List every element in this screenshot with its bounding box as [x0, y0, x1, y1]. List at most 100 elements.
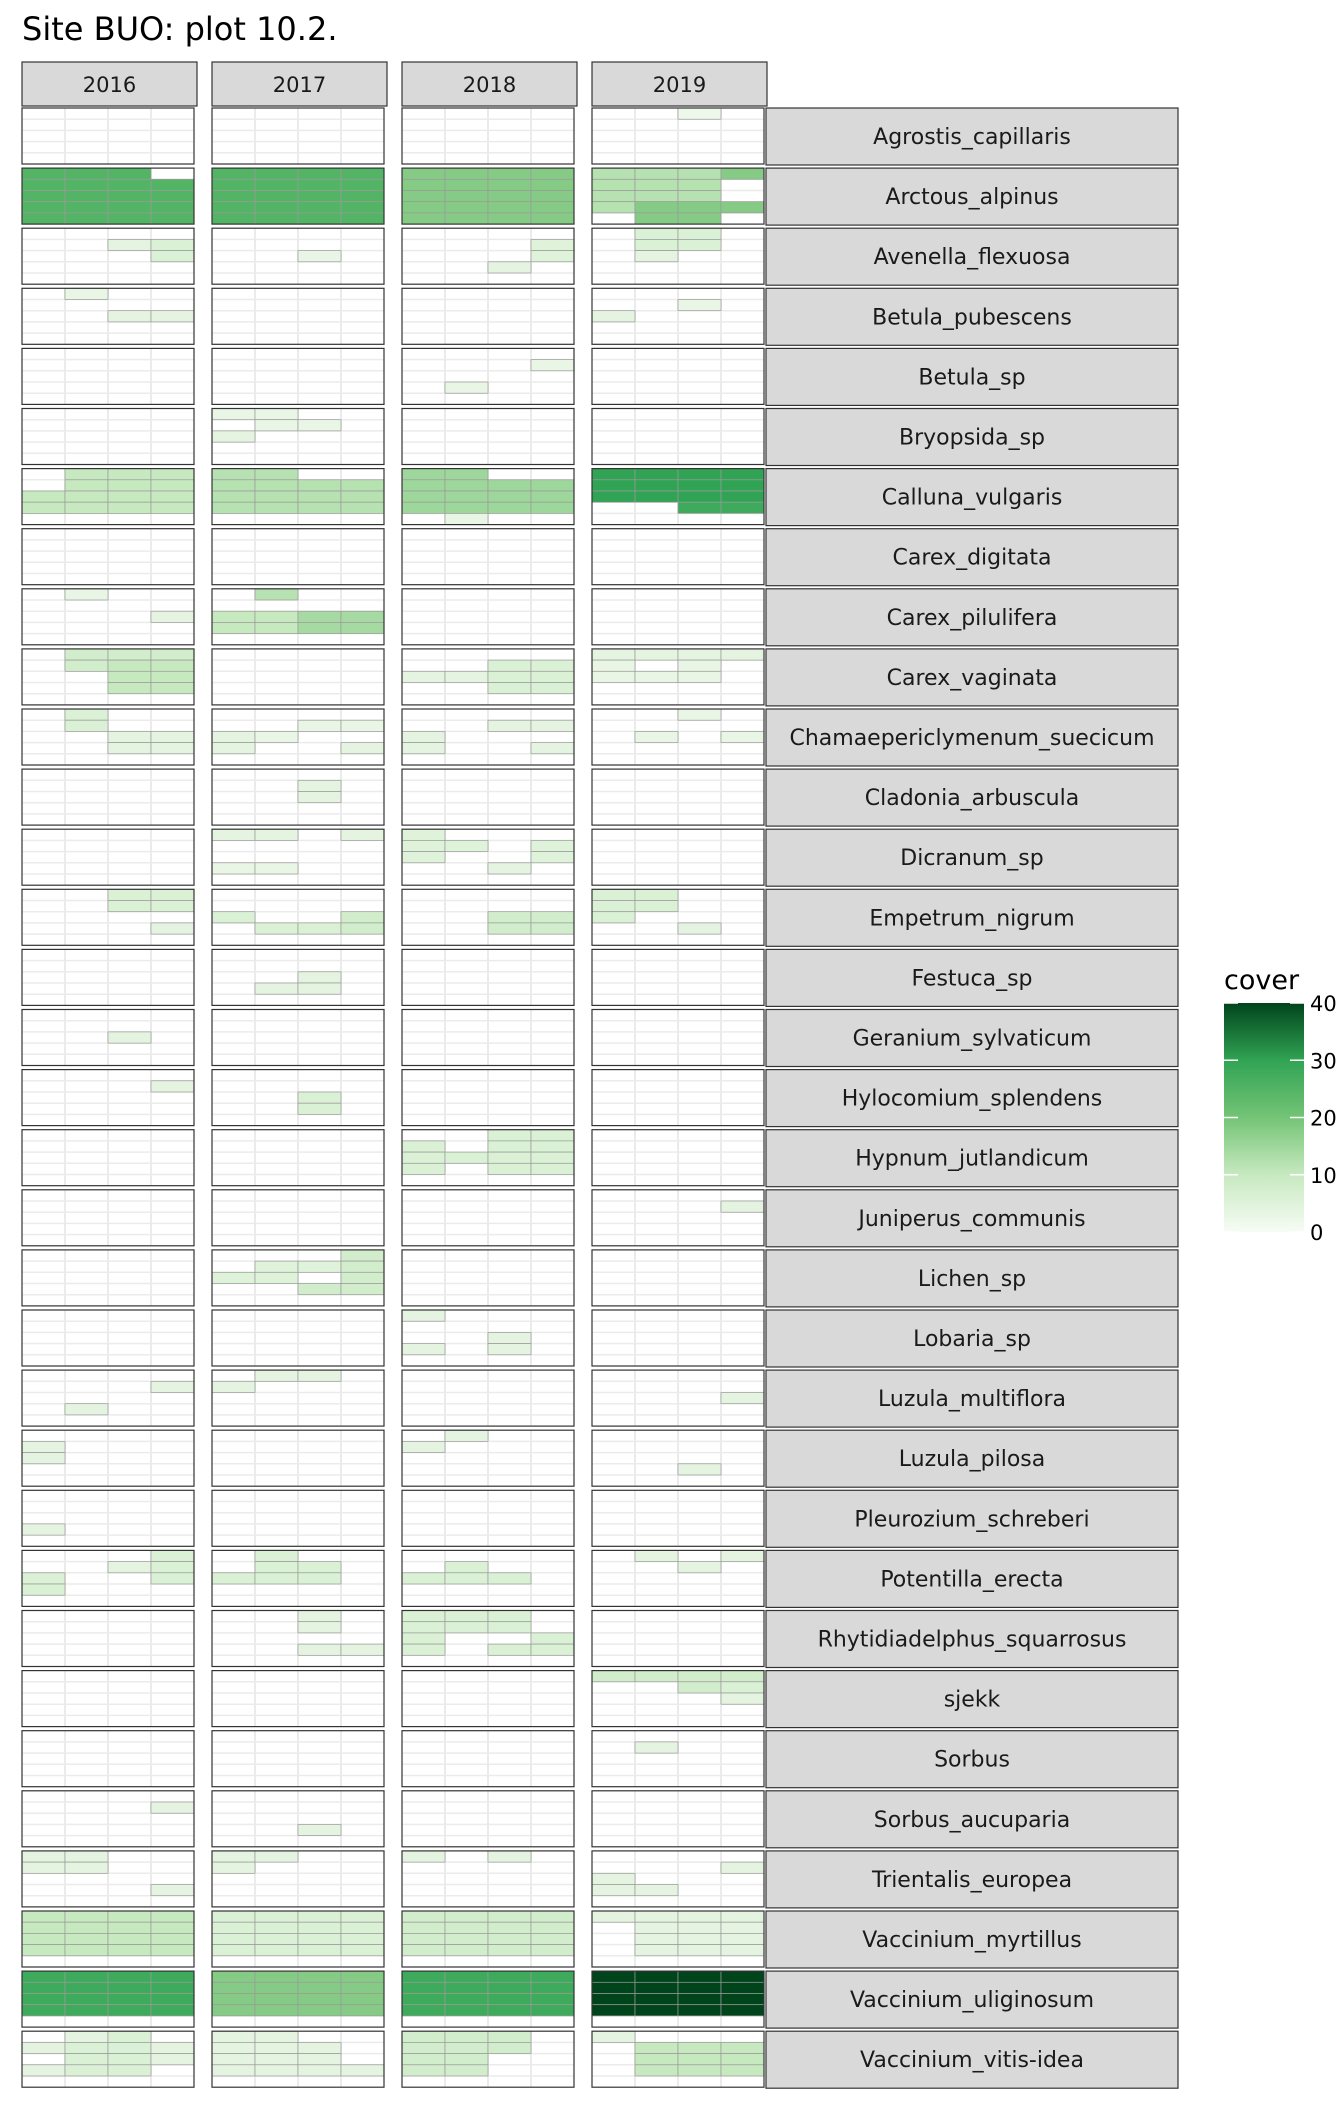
- panel-Vaccinium_uliginosum-2016: [21, 1970, 195, 2028]
- panel-Betula_pubescens-2016: [21, 287, 195, 345]
- panel-Cladonia_arbuscula-2019: [591, 768, 765, 826]
- cover-cell: [677, 212, 722, 225]
- panel-Cladonia_arbuscula-2018: [401, 768, 575, 826]
- cover-cell: [487, 1933, 532, 1945]
- cover-cell: [634, 731, 679, 743]
- species-label: Chamaepericlymenum_suecicum: [789, 726, 1154, 751]
- cover-cell: [340, 911, 385, 924]
- cover-cell: [211, 911, 256, 924]
- cover-cell: [297, 1091, 342, 1104]
- cover-cell: [150, 2042, 195, 2054]
- panel-border: [401, 1129, 575, 1187]
- cover-cell: [297, 1944, 342, 1957]
- panel-border: [591, 1790, 765, 1848]
- cover-cell: [297, 1643, 342, 1656]
- cover-cell: [254, 1933, 299, 1945]
- cover-cell: [211, 622, 256, 634]
- cover-cell: [487, 479, 532, 492]
- cover-cell: [107, 1910, 152, 1923]
- panel-sjekk-2016: [21, 1669, 195, 1728]
- panel-Vaccinium_uliginosum-2019: [591, 1970, 765, 2028]
- cover-cell: [211, 1850, 256, 1863]
- cover-cell: [444, 670, 489, 683]
- cover-cell: [254, 1271, 299, 1284]
- cover-cell: [487, 1140, 532, 1153]
- cover-cell: [64, 1993, 109, 2006]
- cover-cell: [677, 299, 722, 312]
- cover-cell: [64, 659, 109, 672]
- panel-border: [401, 1910, 575, 1968]
- panel-Geranium_sylvaticum-2019: [591, 1008, 765, 1067]
- panel-Luzula_multiflora-2017: [211, 1369, 385, 1427]
- cover-cell: [530, 178, 575, 191]
- cover-cell: [591, 900, 636, 913]
- cover-cell: [297, 982, 342, 995]
- cover-cell: [211, 2042, 256, 2054]
- cover-cell: [64, 1944, 109, 1957]
- panel-border: [401, 107, 575, 165]
- panel-Carex_digitata-2018: [401, 528, 575, 586]
- cover-cell: [107, 1981, 152, 1994]
- panel-Lobaria_sp-2016: [21, 1309, 195, 1367]
- cover-cell: [591, 2004, 636, 2017]
- cover-cell: [487, 862, 532, 875]
- panel-border: [401, 888, 575, 946]
- cover-cell: [401, 201, 446, 214]
- cover-cell: [530, 212, 575, 225]
- cover-cell: [401, 1441, 446, 1453]
- cover-cell: [444, 2042, 489, 2054]
- cover-cell: [401, 468, 446, 481]
- cover-legend: cover 0 10 20 30 40: [1224, 965, 1337, 1245]
- panel-border: [211, 1249, 385, 1307]
- cover-cell: [591, 1884, 636, 1897]
- panel-Carex_digitata-2016: [21, 528, 195, 586]
- cover-cell: [401, 1643, 446, 1656]
- cover-cell: [720, 1681, 765, 1694]
- panel-Carex_vaginata-2016: [21, 648, 195, 706]
- cover-cell: [401, 1632, 446, 1645]
- panel-border: [21, 1609, 195, 1668]
- panel-Vaccinium_myrtillus-2019: [591, 1910, 765, 1968]
- panel-border: [211, 1549, 385, 1608]
- cover-cell: [530, 659, 575, 672]
- cover-cell: [444, 2030, 489, 2043]
- cover-cell: [487, 1981, 532, 1994]
- cover-cell: [530, 1981, 575, 1994]
- cover-cell: [401, 1993, 446, 2006]
- cover-cell: [254, 2004, 299, 2017]
- cover-cell: [297, 1993, 342, 2006]
- panel-border: [211, 888, 385, 946]
- panel-Chamaepericlymenum_suecicum-2018: [401, 708, 575, 766]
- cover-cell: [634, 1944, 679, 1957]
- cover-cell: [211, 1981, 256, 1994]
- cover-cell: [634, 900, 679, 913]
- panel-border: [591, 648, 765, 706]
- panel-border: [21, 1309, 195, 1367]
- panel-border: [401, 1790, 575, 1848]
- panel-border: [211, 287, 385, 345]
- panel-border: [21, 1790, 195, 1848]
- cover-cell: [150, 922, 195, 935]
- panel-border: [21, 347, 195, 405]
- panel-border: [21, 1730, 195, 1788]
- panel-Luzula_pilosa-2017: [211, 1429, 385, 1487]
- cover-cell: [634, 167, 679, 180]
- panel-Lobaria_sp-2017: [211, 1309, 385, 1367]
- panel-Luzula_pilosa-2016: [21, 1429, 195, 1487]
- cover-cell: [444, 490, 489, 503]
- cover-cell: [530, 1151, 575, 1164]
- cover-cell: [107, 900, 152, 913]
- cover-cell: [444, 167, 489, 180]
- cover-cell: [297, 490, 342, 503]
- cover-cell: [107, 1921, 152, 1934]
- cover-cell: [677, 239, 722, 251]
- year-strip-label: 2018: [463, 73, 516, 97]
- cover-cell: [444, 1910, 489, 1923]
- cover-cell: [401, 1933, 446, 1945]
- cover-cell: [107, 659, 152, 672]
- cover-cell: [487, 719, 532, 732]
- cover-cell: [634, 178, 679, 191]
- panel-border: [401, 1369, 575, 1427]
- cover-cell: [150, 212, 195, 225]
- panel-Agrostis_capillaris-2016: [21, 107, 195, 165]
